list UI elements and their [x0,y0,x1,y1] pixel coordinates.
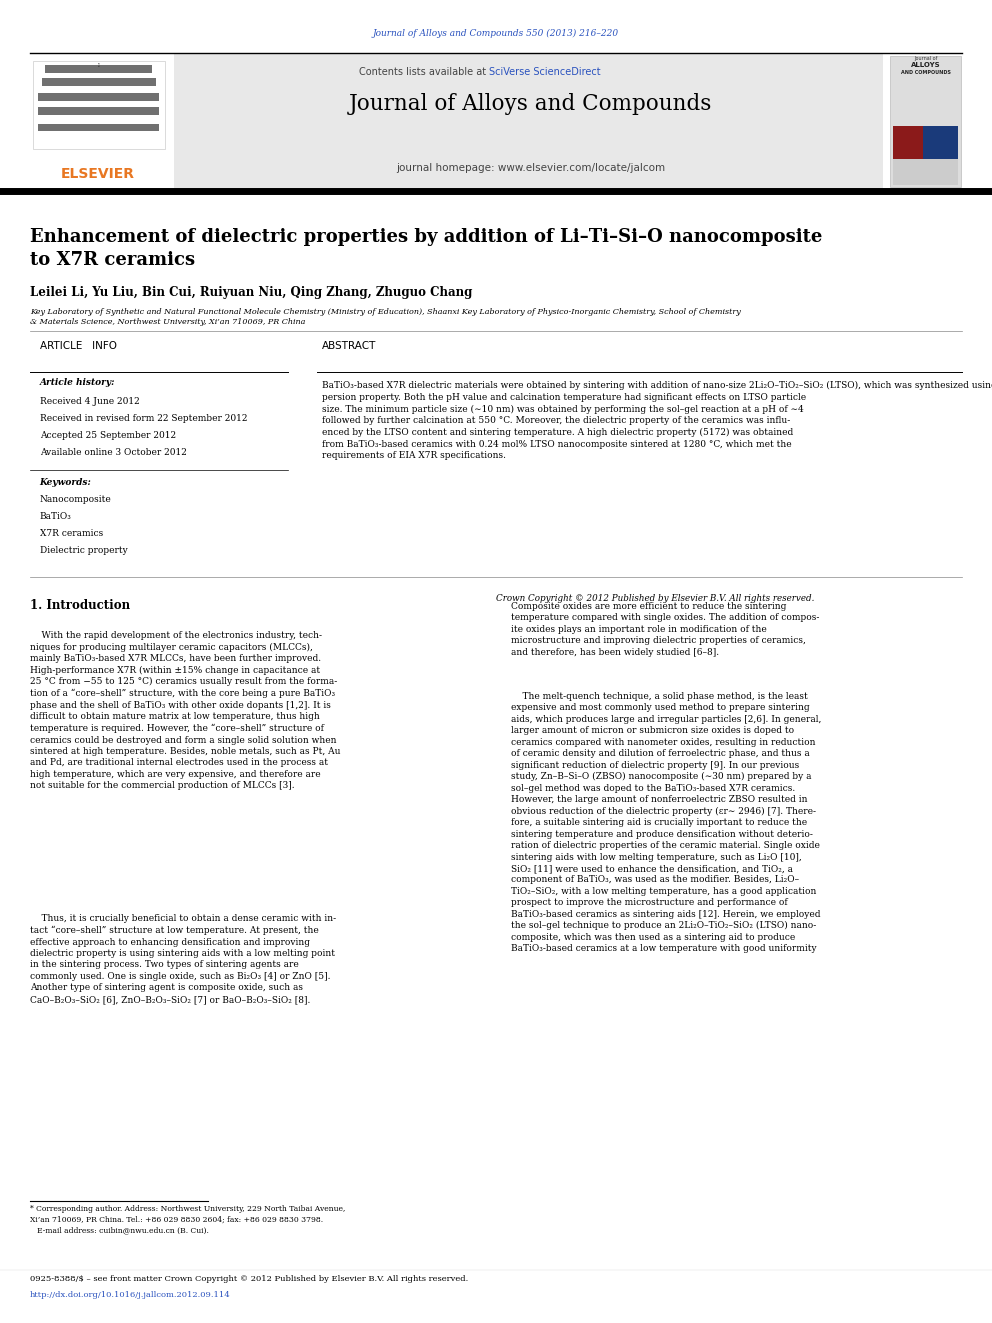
Text: ELSEVIER: ELSEVIER [62,167,135,181]
Bar [45,65,152,73]
Text: Journal of: Journal of [914,56,937,61]
Text: 1. Introduction: 1. Introduction [30,599,130,613]
Text: ⬛: ⬛ [97,64,99,67]
Bar [38,93,159,101]
Text: Xi’an 710069, PR China. Tel.: +86 029 8830 2604; fax: +86 029 8830 3798.: Xi’an 710069, PR China. Tel.: +86 029 88… [30,1216,322,1224]
Text: Key Laboratory of Synthetic and Natural Functional Molecule Chemistry (Ministry : Key Laboratory of Synthetic and Natural … [30,308,740,325]
Text: E-mail address: cuibin@nwu.edu.cn (B. Cui).: E-mail address: cuibin@nwu.edu.cn (B. Cu… [30,1226,208,1234]
Text: Available online 3 October 2012: Available online 3 October 2012 [40,448,186,458]
Text: BaTiO₃: BaTiO₃ [40,512,71,521]
Bar [890,56,961,187]
Text: Journal of Alloys and Compounds: Journal of Alloys and Compounds [349,93,712,115]
Text: BaTiO₃-based X7R dielectric materials were obtained by sintering with addition o: BaTiO₃-based X7R dielectric materials we… [322,381,992,460]
Text: Received in revised form 22 September 2012: Received in revised form 22 September 20… [40,414,247,423]
Text: Crown Copyright © 2012 Published by Elsevier B.V. All rights reserved.: Crown Copyright © 2012 Published by Else… [496,594,813,603]
Text: * Corresponding author. Address: Northwest University, 229 North Taibai Avenue,: * Corresponding author. Address: Northwe… [30,1205,345,1213]
Text: X7R ceramics: X7R ceramics [40,529,103,538]
Text: With the rapid development of the electronics industry, tech-
niques for produci: With the rapid development of the electr… [30,631,340,790]
Text: Contents lists available at: Contents lists available at [359,66,489,77]
Text: Composite oxides are more efficient to reduce the sintering
temperature compared: Composite oxides are more efficient to r… [511,602,819,656]
Bar [893,126,930,185]
Text: Dielectric property: Dielectric property [40,546,127,556]
Text: The melt-quench technique, a solid phase method, is the least
expensive and most: The melt-quench technique, a solid phase… [511,692,821,954]
Bar [923,126,958,185]
Bar [30,53,174,189]
Text: ABSTRACT: ABSTRACT [322,341,377,352]
Text: Article history:: Article history: [40,378,115,388]
Bar [42,78,156,86]
Text: 0925-8388/$ – see front matter Crown Copyright © 2012 Published by Elsevier B.V.: 0925-8388/$ – see front matter Crown Cop… [30,1275,468,1283]
Bar [33,61,165,149]
Text: Received 4 June 2012: Received 4 June 2012 [40,397,140,406]
Text: http://dx.doi.org/10.1016/j.jallcom.2012.09.114: http://dx.doi.org/10.1016/j.jallcom.2012… [30,1291,230,1299]
Text: ALLOYS: ALLOYS [911,62,940,69]
Bar [174,53,883,189]
Text: Leilei Li, Yu Liu, Bin Cui, Ruiyuan Niu, Qing Zhang, Zhuguo Chang: Leilei Li, Yu Liu, Bin Cui, Ruiyuan Niu,… [30,286,472,299]
Bar [38,124,159,131]
Text: Nanocomposite: Nanocomposite [40,495,111,504]
Text: SciVerse ScienceDirect: SciVerse ScienceDirect [489,66,601,77]
Bar [893,159,958,185]
Text: Keywords:: Keywords: [40,478,91,487]
Text: Accepted 25 September 2012: Accepted 25 September 2012 [40,431,176,441]
Text: AND COMPOUNDS: AND COMPOUNDS [901,70,950,75]
Text: Thus, it is crucially beneficial to obtain a dense ceramic with in-
tact “core–s: Thus, it is crucially beneficial to obta… [30,914,336,1004]
Text: Enhancement of dielectric properties by addition of Li–Ti–Si–O nanocomposite
to : Enhancement of dielectric properties by … [30,228,822,269]
Text: Journal of Alloys and Compounds 550 (2013) 216–220: Journal of Alloys and Compounds 550 (201… [373,29,619,37]
Text: ARTICLE   INFO: ARTICLE INFO [40,341,117,352]
Bar [38,107,159,115]
Text: journal homepage: www.elsevier.com/locate/jalcom: journal homepage: www.elsevier.com/locat… [396,163,666,173]
